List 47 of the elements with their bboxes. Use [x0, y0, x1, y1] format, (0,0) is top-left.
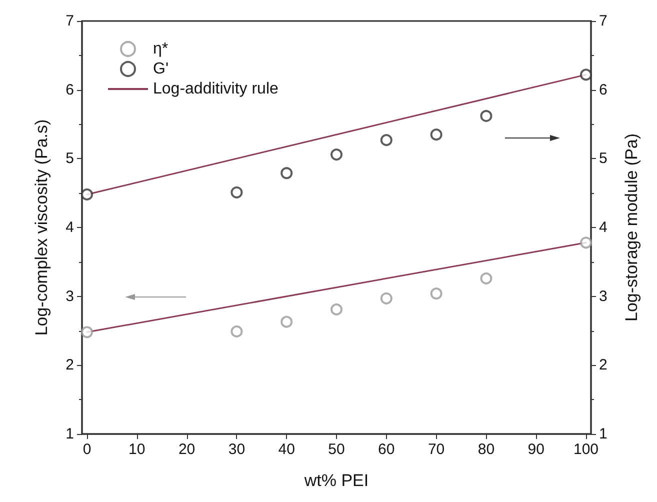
point [380, 292, 392, 304]
legend-label: Log-additivity rule [153, 80, 278, 98]
x-tick-label: 40 [278, 441, 295, 458]
y-tick-label: 4 [66, 219, 74, 236]
y-tick-label: 2 [66, 356, 74, 374]
y-tick-label: 5 [66, 150, 74, 168]
x-tick-label: 20 [178, 441, 196, 458]
point [480, 272, 492, 284]
x-tick-label: 10 [128, 441, 146, 458]
x-tick-label: 0 [82, 441, 92, 458]
legend-label: G' [153, 60, 168, 78]
y2-tick-label: 3 [599, 288, 608, 305]
x-tick-label: 50 [328, 441, 345, 458]
y-tick-label: 1 [66, 426, 74, 442]
point [580, 68, 592, 81]
y2-tick-label: 7 [599, 12, 608, 30]
point [230, 325, 243, 338]
point [330, 148, 342, 161]
point [430, 128, 442, 141]
legend-label: η* [153, 40, 168, 58]
x-tick-label: 30 [228, 441, 246, 458]
y2-tick-label: 1 [599, 426, 608, 442]
point [380, 134, 392, 146]
y2-axis-title: Log-storage module (Pa) [622, 133, 641, 322]
x-axis-title: wt% PEI [303, 471, 369, 490]
point [81, 326, 93, 338]
point [230, 186, 243, 198]
point [330, 303, 342, 316]
x-tick-label: 70 [428, 441, 445, 458]
point [430, 288, 442, 300]
point [480, 110, 492, 122]
y2-tick-label: 6 [599, 81, 608, 98]
point [81, 188, 93, 200]
y2-tick-label: 2 [599, 356, 608, 374]
y-axis-title: Log-complex viscosity (Pa.s) [32, 119, 51, 336]
x-tick-label: 60 [378, 441, 395, 458]
point [280, 316, 293, 328]
y-tick-label: 6 [66, 81, 74, 98]
x-tick-label: 80 [478, 441, 495, 458]
y2-tick-label: 5 [599, 150, 608, 168]
y2-tick-label: 4 [599, 219, 608, 236]
y-tick-label: 7 [66, 12, 74, 30]
x-tick-label: 100 [573, 441, 599, 458]
y-tick-label: 3 [66, 288, 74, 305]
point [580, 236, 592, 249]
x-tick-label: 90 [528, 441, 544, 458]
point [280, 167, 293, 180]
